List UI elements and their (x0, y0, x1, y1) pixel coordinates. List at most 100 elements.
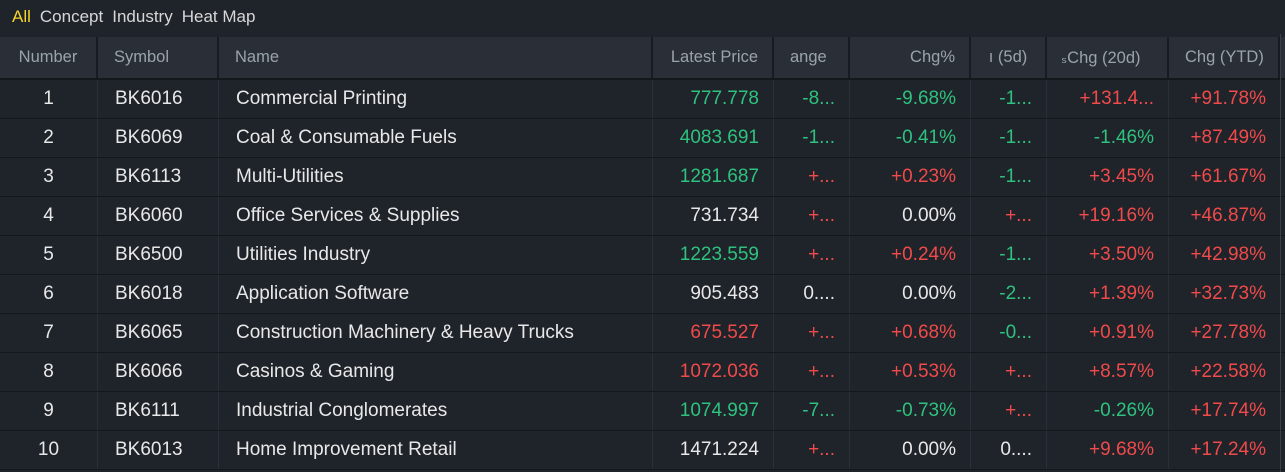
cell-latest-price: 1223.559 (653, 236, 774, 274)
table-body: 1 BK6016 Commercial Printing 777.778 -8... -9… (0, 80, 1285, 470)
column-header-symbol[interactable]: Symbol (98, 37, 219, 78)
cell-name: Office Services & Supplies (219, 197, 653, 235)
tab-concept[interactable]: Concept (39, 7, 104, 26)
cell-latest-price: 731.734 (653, 197, 774, 235)
cell-chg-5d: +... (971, 353, 1047, 391)
cell-chg-pct: +0.68% (850, 314, 971, 352)
cell-number: 7 (0, 314, 98, 352)
cell-latest-price: 1072.036 (653, 353, 774, 391)
column-header-latest-price[interactable]: Latest Price (653, 37, 774, 78)
cell-symbol: BK6113 (98, 158, 219, 196)
cell-name: Commercial Printing (219, 80, 653, 118)
cell-chg-5d: -1... (971, 80, 1047, 118)
cell-chg-ytd: +22.58% (1190, 361, 1266, 382)
cell-chg-20d: +0.91% (1047, 314, 1169, 352)
cell-number: 10 (0, 431, 98, 469)
scrollbar[interactable] (1280, 34, 1281, 472)
cell-name: Construction Machinery & Heavy Trucks (219, 314, 653, 352)
cell-change: 0.... (774, 275, 850, 313)
cell-chg-5d: +... (971, 197, 1047, 235)
table-row[interactable]: 7 BK6065 Construction Machinery & Heavy Tr… (0, 314, 1285, 353)
column-header-number[interactable]: Number (0, 37, 98, 78)
column-header-chg-pct[interactable]: Chg% (850, 37, 971, 78)
cell-change: +... (774, 314, 850, 352)
cell-symbol: BK6111 (98, 392, 219, 430)
cell-change: -8... (774, 80, 850, 118)
cell-chg-20d: +1.39% (1047, 275, 1169, 313)
cell-chg-5d: -1... (971, 119, 1047, 157)
column-header-chg-5d[interactable]: ı (5d) (971, 37, 1047, 78)
cell-chg-pct: 0.00% (850, 431, 971, 469)
cell-symbol: BK6018 (98, 275, 219, 313)
cell-name: Multi-Utilities (219, 158, 653, 196)
cell-chg-ytd: +91.78% (1190, 88, 1266, 109)
cell-latest-price: 675.527 (653, 314, 774, 352)
table-row[interactable]: 5 BK6500 Utilities Industry 1223.559 +... +0.… (0, 236, 1285, 275)
cell-change: -1... (774, 119, 850, 157)
cell-symbol: BK6066 (98, 353, 219, 391)
cell-change: +... (774, 197, 850, 235)
cell-symbol: BK6065 (98, 314, 219, 352)
cell-symbol: BK6500 (98, 236, 219, 274)
cell-change: +... (774, 158, 850, 196)
tab-all[interactable]: All (12, 7, 31, 26)
table-row[interactable]: 2 BK6069 Coal & Consumable Fuels 4083.691 -1… (0, 119, 1285, 158)
cell-chg-ytd: +32.73% (1190, 283, 1266, 304)
cell-chg-ytd: +17.74% (1190, 400, 1266, 421)
cell-chg-20d: +19.16% (1047, 197, 1169, 235)
cell-chg-5d: -2... (971, 275, 1047, 313)
column-header-chg-20d[interactable]: ₛChg (20d) (1047, 37, 1169, 78)
cell-number: 5 (0, 236, 98, 274)
cell-chg-pct: +0.24% (850, 236, 971, 274)
cell-chg-20d: +131.4... (1047, 80, 1169, 118)
cell-symbol: BK6069 (98, 119, 219, 157)
cell-chg-5d: -1... (971, 158, 1047, 196)
cell-latest-price: 1281.687 (653, 158, 774, 196)
cell-change: +... (774, 236, 850, 274)
cell-chg-20d: -0.26% (1047, 392, 1169, 430)
cell-number: 1 (0, 80, 98, 118)
cell-name: Application Software (219, 275, 653, 313)
cell-chg-5d: +... (971, 392, 1047, 430)
column-header-change[interactable]: ange (774, 37, 850, 78)
column-header-name[interactable]: Name (219, 37, 653, 78)
table-row[interactable]: 8 BK6066 Casinos & Gaming 1072.036 +... +0.53… (0, 353, 1285, 392)
cell-symbol: BK6060 (98, 197, 219, 235)
cell-symbol: BK6013 (98, 431, 219, 469)
cell-chg-pct: 0.00% (850, 197, 971, 235)
cell-chg-ytd: +61.67% (1190, 166, 1266, 187)
table-row[interactable]: 10 BK6013 Home Improvement Retail 1471.224 +… (0, 431, 1285, 470)
tab-heat-map[interactable]: Heat Map (181, 7, 256, 26)
table-row[interactable]: 6 BK6018 Application Software 905.483 0.... 0… (0, 275, 1285, 314)
cell-chg-pct: 0.00% (850, 275, 971, 313)
cell-chg-20d: +3.50% (1047, 236, 1169, 274)
cell-change: +... (774, 353, 850, 391)
cell-chg-ytd: +42.98% (1190, 244, 1266, 265)
column-header-chg-ytd[interactable]: Chg (YTD) (1169, 37, 1280, 78)
cell-number: 4 (0, 197, 98, 235)
table-row[interactable]: 1 BK6016 Commercial Printing 777.778 -8... -9… (0, 80, 1285, 119)
cell-chg-5d: -0... (971, 314, 1047, 352)
table-row[interactable]: 9 BK6111 Industrial Conglomerates 1074.997-… (0, 392, 1285, 431)
cell-chg-ytd: +87.49% (1190, 127, 1266, 148)
cell-latest-price: 4083.691 (653, 119, 774, 157)
cell-chg-ytd: +46.87% (1190, 205, 1266, 226)
cell-name: Casinos & Gaming (219, 353, 653, 391)
cell-number: 9 (0, 392, 98, 430)
cell-chg-pct: +0.23% (850, 158, 971, 196)
cell-chg-pct: +0.53% (850, 353, 971, 391)
cell-latest-price: 1074.997 (653, 392, 774, 430)
table-row[interactable]: 3 BK6113 Multi-Utilities 1281.687 +... +0.23%… (0, 158, 1285, 197)
cell-number: 2 (0, 119, 98, 157)
cell-chg-pct: -0.41% (850, 119, 971, 157)
tab-industry[interactable]: Industry (112, 7, 173, 26)
cell-chg-5d: 0.... (971, 431, 1047, 469)
cell-chg-20d: +3.45% (1047, 158, 1169, 196)
cell-name: Utilities Industry (219, 236, 653, 274)
cell-chg-20d: +9.68% (1047, 431, 1169, 469)
table-header: Number Symbol Name Latest Price ange Chg… (0, 37, 1285, 80)
cell-latest-price: 777.778 (653, 80, 774, 118)
table-row[interactable]: 4 BK6060 Office Services & Supplies 731.734… (0, 197, 1285, 236)
cell-chg-ytd: +27.78% (1190, 322, 1266, 343)
cell-name: Home Improvement Retail (219, 431, 653, 469)
